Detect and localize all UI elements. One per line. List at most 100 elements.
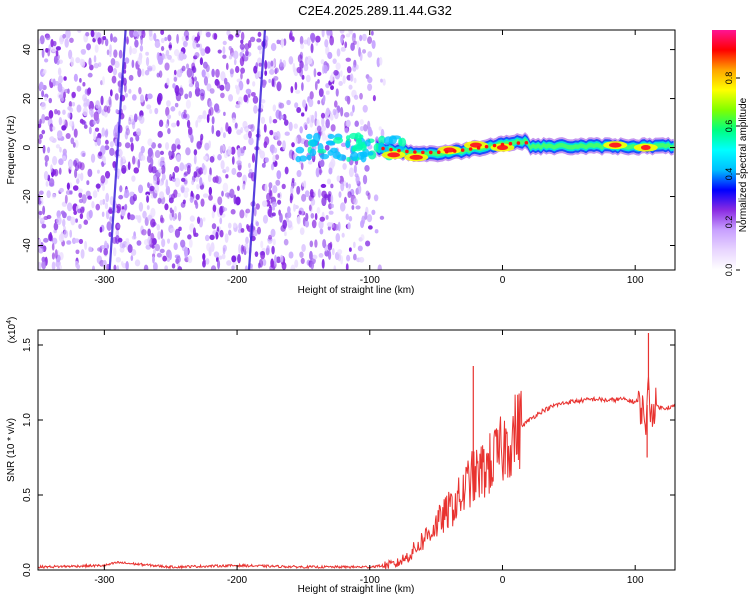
- noise-blob: [348, 183, 351, 189]
- noise-blob: [379, 215, 385, 220]
- noise-blob: [300, 162, 304, 170]
- noise-blob: [329, 35, 334, 46]
- noise-blob: [46, 190, 51, 199]
- noise-blob: [204, 46, 211, 54]
- noise-blob: [169, 173, 172, 182]
- noise-blob: [188, 90, 193, 99]
- noise-blob: [236, 129, 242, 135]
- noise-blob: [211, 68, 215, 78]
- x-tick-label: 100: [627, 575, 644, 586]
- noise-blob: [299, 251, 304, 258]
- noise-blob: [198, 30, 203, 37]
- colorbar-tick-label: 0.2: [724, 216, 734, 229]
- noise-blob: [262, 214, 269, 224]
- noise-blob: [202, 258, 206, 265]
- noise-blob: [279, 254, 284, 263]
- noise-blob: [264, 70, 268, 76]
- noise-blob: [320, 112, 326, 119]
- noise-blob: [370, 30, 374, 36]
- noise-blob: [195, 81, 200, 90]
- spectrogram-content: [38, 30, 674, 270]
- noise-blob: [353, 253, 357, 261]
- noise-blob: [317, 79, 320, 84]
- noise-blob: [259, 150, 266, 159]
- noise-blob: [248, 162, 251, 169]
- noise-blob: [255, 203, 260, 210]
- noise-blob: [170, 106, 176, 112]
- noise-blob: [346, 254, 351, 262]
- noise-blob: [275, 154, 280, 160]
- noise-blob: [367, 51, 373, 58]
- noise-blob: [57, 110, 61, 116]
- noise-blob: [122, 104, 127, 111]
- noise-blob: [62, 218, 66, 227]
- colorbar-tick-label: 0.8: [724, 72, 734, 85]
- hotspot: [640, 145, 651, 151]
- noise-blob: [116, 203, 122, 212]
- noise-blob: [196, 43, 201, 48]
- noise-blob: [189, 215, 195, 222]
- noise-blob: [342, 162, 347, 170]
- noise-blob: [349, 111, 354, 117]
- noise-blob: [359, 34, 363, 42]
- noise-blob: [176, 33, 179, 44]
- noise-blob: [49, 136, 54, 142]
- noise-blob: [38, 199, 42, 205]
- noise-blob: [229, 68, 235, 75]
- noise-blob: [377, 264, 382, 270]
- noise-blob: [104, 38, 109, 47]
- noise-blob: [352, 64, 357, 72]
- noise-blob: [312, 254, 318, 260]
- noise-blob: [305, 212, 309, 222]
- noise-blob: [230, 209, 236, 215]
- noise-blob: [151, 64, 156, 72]
- noise-blob: [303, 122, 308, 130]
- noise-blob: [178, 110, 181, 117]
- noise-blob: [58, 75, 63, 84]
- noise-blob: [41, 90, 45, 98]
- noise-blob: [328, 167, 333, 175]
- noise-blob: [177, 266, 183, 270]
- noise-blob: [103, 156, 106, 164]
- noise-blob: [313, 190, 317, 198]
- noise-blob: [322, 238, 327, 249]
- noise-blob: [129, 214, 136, 221]
- noise-blob: [209, 167, 212, 177]
- noise-blob: [355, 205, 361, 210]
- hotspot-dot: [397, 148, 401, 153]
- noise-blob: [125, 260, 129, 270]
- noise-blob: [233, 58, 237, 66]
- noise-blob: [282, 219, 288, 230]
- noise-blob: [324, 194, 329, 201]
- noise-blob: [45, 180, 49, 187]
- noise-blob: [309, 240, 314, 248]
- noise-blob: [139, 115, 145, 124]
- noise-blob: [42, 144, 46, 154]
- x-tick-label: 100: [627, 275, 644, 286]
- noise-blob: [239, 51, 243, 57]
- noise-blob: [260, 240, 264, 249]
- y-tick-label: -40: [22, 238, 33, 253]
- noise-blob: [148, 30, 153, 37]
- noise-blob: [298, 210, 302, 215]
- noise-blob: [282, 113, 287, 121]
- noise-blob: [250, 123, 255, 132]
- noise-blob: [314, 80, 318, 91]
- noise-blob: [160, 217, 165, 224]
- noise-blob: [223, 151, 229, 159]
- noise-blob: [206, 113, 210, 124]
- noise-blob: [328, 210, 334, 215]
- noise-blob: [100, 36, 104, 45]
- noise-blob: [310, 260, 315, 270]
- noise-blob: [263, 123, 267, 133]
- noise-blob: [268, 182, 273, 189]
- noise-blob: [86, 43, 91, 51]
- noise-blob: [160, 37, 165, 44]
- noise-blob: [182, 199, 186, 205]
- noise-blob: [360, 234, 365, 241]
- noise-blob: [282, 59, 287, 68]
- noise-blob: [193, 154, 197, 165]
- noise-blob: [243, 249, 247, 256]
- noise-blob: [327, 51, 333, 60]
